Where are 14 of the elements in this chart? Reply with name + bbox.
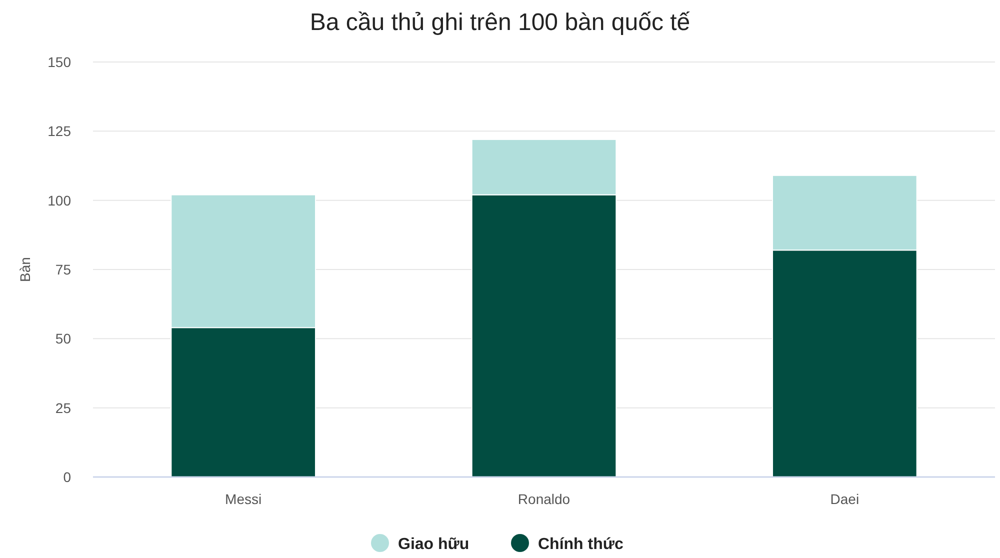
y-tick-label: 100 [48, 192, 72, 208]
x-tick-label: Messi [225, 491, 262, 507]
x-tick-label: Ronaldo [518, 491, 570, 507]
x-tick-label: Daei [830, 491, 860, 507]
y-tick-label: 75 [55, 262, 72, 278]
y-axis-title: Bàn [17, 257, 33, 282]
legend-label: Chính thức [538, 536, 624, 553]
y-tick-label: 50 [55, 330, 72, 347]
y-tick-label: 150 [48, 54, 72, 70]
y-tick-label: 125 [48, 123, 72, 140]
chart-title: Ba cầu thủ ghi trên 100 bàn quốc tế [310, 9, 691, 36]
legend-label: Giao hữu [398, 536, 470, 553]
y-tick-label: 25 [55, 400, 72, 416]
y-tick-label: 0 [63, 469, 72, 485]
